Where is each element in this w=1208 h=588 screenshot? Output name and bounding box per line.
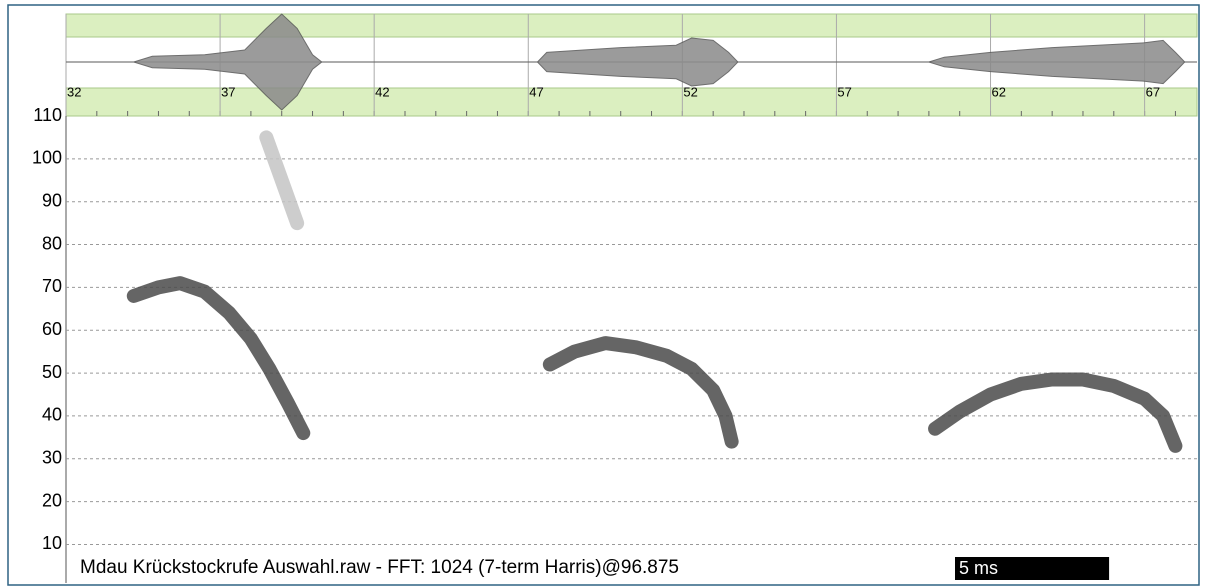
y-tick-label: 30 [42, 448, 62, 468]
y-tick-label: 100 [32, 148, 62, 168]
x-tick-label: 62 [992, 84, 1006, 99]
y-tick-label: 40 [42, 405, 62, 425]
y-tick-label: 80 [42, 233, 62, 253]
scale-bar-label: 5 ms [959, 558, 998, 578]
caption: Mdau Krückstockrufe Auswahl.raw - FFT: 1… [80, 557, 679, 578]
y-tick-label: 90 [42, 190, 62, 210]
call-contour [259, 130, 305, 231]
x-tick-label: 52 [683, 84, 697, 99]
wave-band-top [65, 13, 1198, 38]
x-tick-label: 47 [529, 84, 543, 99]
scale-bar [955, 557, 1110, 580]
x-tick-label: 42 [375, 84, 389, 99]
y-tick-label: 20 [42, 490, 62, 510]
x-tick-label: 37 [221, 84, 235, 99]
y-tick-label: 60 [42, 319, 62, 339]
y-tick-label: 10 [42, 533, 62, 553]
call-contour [542, 336, 739, 449]
x-tick-label: 57 [837, 84, 851, 99]
waveform [66, 13, 1197, 111]
call-contour [928, 372, 1183, 453]
y-tick-label: 110 [33, 105, 62, 125]
y-tick-label: 70 [42, 276, 62, 296]
wave-band-bottom [65, 87, 1198, 117]
x-tick-label: 32 [67, 84, 81, 99]
call-contour [126, 276, 311, 441]
x-tick-label: 67 [1146, 84, 1160, 99]
y-tick-label: 50 [42, 362, 62, 382]
